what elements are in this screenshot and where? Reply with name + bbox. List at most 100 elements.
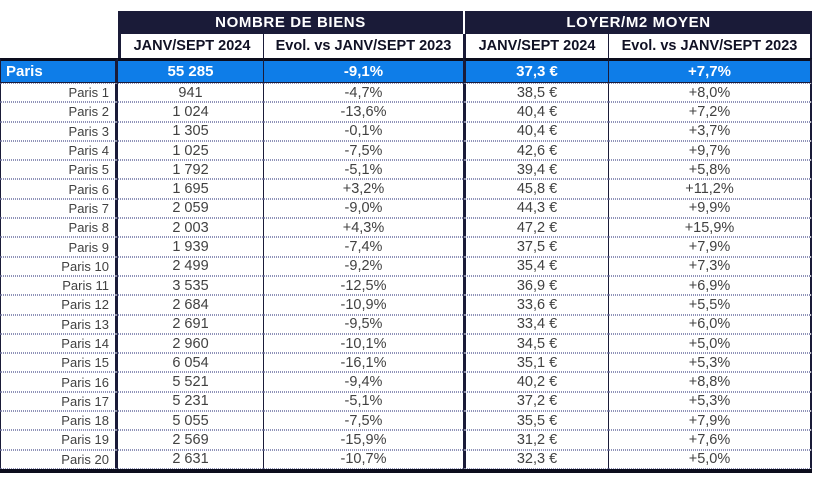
table-row: Paris 20 2 631 -10,7% 32,3 € +5,0% [0, 449, 812, 469]
row-label: Paris 14 [0, 333, 118, 354]
row-label: Paris 3 [0, 121, 118, 141]
cell-evol-loyer-m2: +11,2% [608, 179, 812, 199]
sub-header-row: JANV/SEPT 2024 Evol. vs JANV/SEPT 2023 J… [0, 34, 812, 58]
subheader-nb-biens-evol-vs-2023: Evol. vs JANV/SEPT 2023 [263, 34, 463, 58]
table-row: Paris 19 2 569 -15,9% 31,2 € +7,6% [0, 430, 812, 450]
cell-nb-biens: 1 792 [118, 160, 263, 180]
cell-evol-loyer-m2: +5,3% [608, 391, 812, 412]
cell-nb-biens: 2 684 [118, 295, 263, 315]
row-label: Paris 5 [0, 160, 118, 180]
row-label: Paris 15 [0, 353, 118, 373]
row-label: Paris 19 [0, 430, 118, 450]
cell-loyer-m2: 36,9 € [463, 275, 608, 296]
paris-rental-table: NOMBRE DE BIENS LOYER/M2 MOYEN JANV/SEPT… [0, 11, 812, 473]
table-row: Paris 14 2 960 -10,1% 34,5 € +5,0% [0, 333, 812, 354]
cell-evol-nb-biens: -4,7% [263, 83, 463, 103]
cell-loyer-m2: 40,4 € [463, 121, 608, 141]
row-label: Paris 17 [0, 391, 118, 412]
cell-evol-loyer-m2: +7,9% [608, 411, 812, 431]
corner-spacer [0, 34, 118, 58]
cell-nb-biens: 1 025 [118, 140, 263, 161]
group-header-nombre-de-biens: NOMBRE DE BIENS [118, 11, 463, 34]
group-header-row: NOMBRE DE BIENS LOYER/M2 MOYEN [0, 11, 812, 34]
row-label: Paris 18 [0, 411, 118, 431]
cell-evol-loyer-m2: +5,8% [608, 160, 812, 180]
row-label: Paris 11 [0, 275, 118, 296]
cell-loyer-m2: 37,2 € [463, 391, 608, 412]
table-row: Paris 15 6 054 -16,1% 35,1 € +5,3% [0, 353, 812, 373]
cell-evol-nb-biens: +3,2% [263, 179, 463, 199]
row-label: Paris 8 [0, 218, 118, 238]
cell-evol-nb-biens: -7,5% [263, 411, 463, 431]
cell-evol-loyer-m2: +6,0% [608, 314, 812, 334]
cell-loyer-m2: 35,5 € [463, 411, 608, 431]
row-label: Paris 1 [0, 83, 118, 103]
table-row: Paris 10 2 499 -9,2% 35,4 € +7,3% [0, 256, 812, 276]
row-label: Paris 4 [0, 140, 118, 161]
table-row: Paris 17 5 231 -5,1% 37,2 € +5,3% [0, 391, 812, 412]
cell-nb-biens: 2 499 [118, 256, 263, 276]
cell-loyer-m2: 40,4 € [463, 102, 608, 122]
cell-evol-loyer-m2: +7,3% [608, 256, 812, 276]
cell-evol-nb-biens: -9,4% [263, 372, 463, 392]
group-header-loyer-m2-moyen: LOYER/M2 MOYEN [463, 11, 812, 34]
cell-loyer-m2: 33,6 € [463, 295, 608, 315]
row-label: Paris 10 [0, 256, 118, 276]
cell-nb-biens: 1 024 [118, 102, 263, 122]
cell-evol-nb-biens: -7,4% [263, 237, 463, 257]
cell-evol-loyer-m2: +5,5% [608, 295, 812, 315]
cell-evol-nb-biens: -13,6% [263, 102, 463, 122]
cell-evol-loyer-m2: +7,6% [608, 430, 812, 450]
row-label: Paris 13 [0, 314, 118, 334]
row-label: Paris 9 [0, 237, 118, 257]
total-cell-evol-nb-biens: -9,1% [263, 58, 463, 83]
cell-nb-biens: 2 059 [118, 198, 263, 219]
cell-loyer-m2: 33,4 € [463, 314, 608, 334]
cell-evol-nb-biens: -7,5% [263, 140, 463, 161]
total-cell-nb-biens: 55 285 [118, 58, 263, 83]
cell-evol-nb-biens: -10,7% [263, 449, 463, 469]
cell-evol-nb-biens: -15,9% [263, 430, 463, 450]
row-label: Paris 6 [0, 179, 118, 199]
cell-evol-loyer-m2: +9,7% [608, 140, 812, 161]
cell-evol-nb-biens: -10,9% [263, 295, 463, 315]
cell-nb-biens: 1 695 [118, 179, 263, 199]
subheader-loyer-janv-sept-2024: JANV/SEPT 2024 [463, 34, 608, 58]
cell-evol-nb-biens: -9,0% [263, 198, 463, 219]
corner-spacer [0, 11, 118, 34]
row-label: Paris 20 [0, 449, 118, 469]
cell-loyer-m2: 42,6 € [463, 140, 608, 161]
row-label: Paris 16 [0, 372, 118, 392]
cell-loyer-m2: 40,2 € [463, 372, 608, 392]
row-label: Paris 12 [0, 295, 118, 315]
cell-nb-biens: 3 535 [118, 275, 263, 296]
subheader-loyer-evol-vs-2023: Evol. vs JANV/SEPT 2023 [608, 34, 812, 58]
cell-evol-nb-biens: -9,2% [263, 256, 463, 276]
cell-evol-loyer-m2: +5,0% [608, 449, 812, 469]
cell-loyer-m2: 39,4 € [463, 160, 608, 180]
cell-nb-biens: 5 521 [118, 372, 263, 392]
row-label: Paris 7 [0, 198, 118, 219]
cell-evol-loyer-m2: +3,7% [608, 121, 812, 141]
cell-evol-loyer-m2: +8,8% [608, 372, 812, 392]
subheader-nb-biens-janv-sept-2024: JANV/SEPT 2024 [118, 34, 263, 58]
cell-loyer-m2: 44,3 € [463, 198, 608, 219]
cell-nb-biens: 2 691 [118, 314, 263, 334]
cell-nb-biens: 5 231 [118, 391, 263, 412]
cell-evol-nb-biens: +4,3% [263, 218, 463, 238]
cell-nb-biens: 2 960 [118, 333, 263, 354]
table-row: Paris 11 3 535 -12,5% 36,9 € +6,9% [0, 275, 812, 296]
cell-evol-loyer-m2: +9,9% [608, 198, 812, 219]
cell-nb-biens: 2 003 [118, 218, 263, 238]
cell-evol-loyer-m2: +5,0% [608, 333, 812, 354]
row-label: Paris 2 [0, 102, 118, 122]
total-cell-evol-loyer-m2: +7,7% [608, 58, 812, 83]
cell-loyer-m2: 31,2 € [463, 430, 608, 450]
cell-evol-nb-biens: -10,1% [263, 333, 463, 354]
